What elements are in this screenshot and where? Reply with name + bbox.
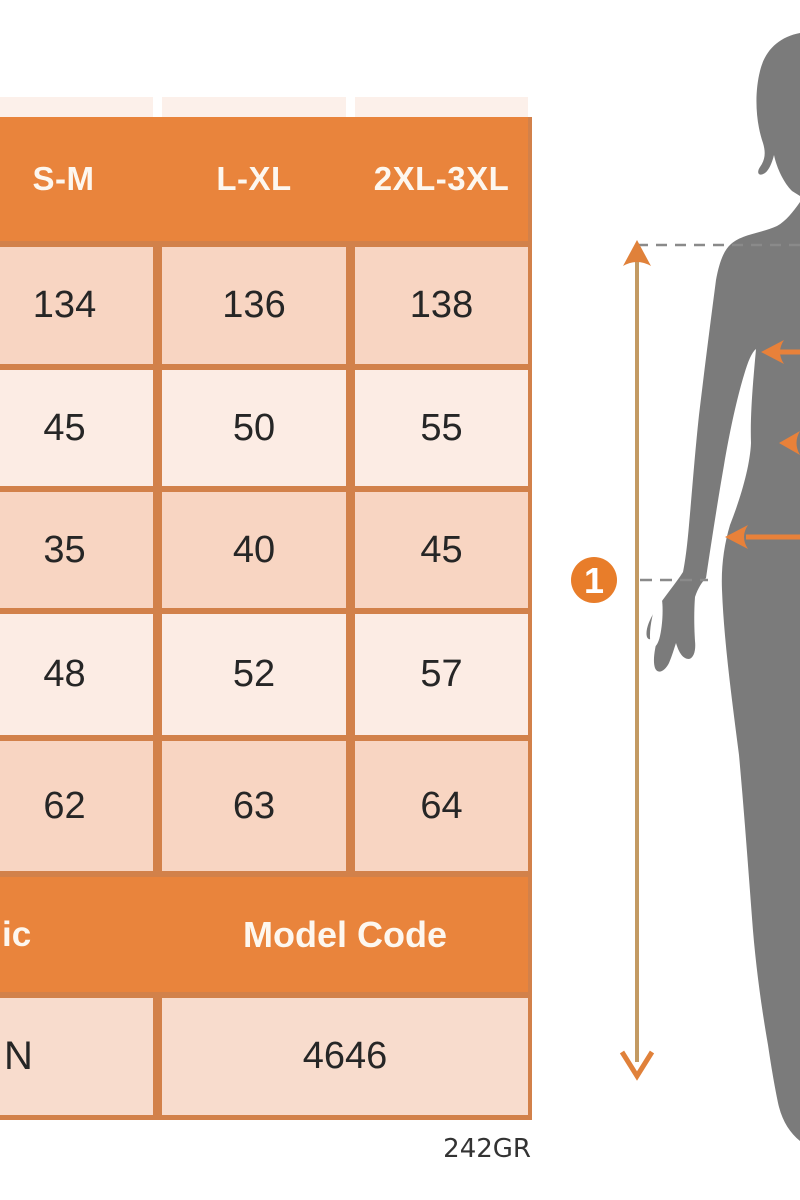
size-header-lxl: L-XL [216,160,292,197]
height-measure-arrow [619,240,655,1081]
table-cell: 62 [0,741,153,871]
table-cell: 48 [0,614,153,735]
size-chart-table: S-M L-XL 2XL-3XL 134 136 138 45 50 55 35… [0,117,532,1120]
silhouette-hair [756,33,800,196]
product-code-text: 242GR [443,1134,531,1164]
table-cell: 57 [355,614,528,735]
table-cell: 134 [0,247,153,364]
size-header-sm: S-M [32,160,95,197]
female-silhouette [646,33,800,1141]
table-cell: 35 [0,492,153,608]
fabric-modelcode-header-row: ic Model Code [0,877,528,992]
table-cell: 50 [162,370,346,486]
model-code-header: Model Code [243,913,447,955]
table-cell: 138 [355,247,528,364]
fabric-value-partial: N [0,998,153,1115]
table-cell: 64 [355,741,528,871]
table-cell: 55 [355,370,528,486]
table-cell: 52 [162,614,346,735]
table-cell: 40 [162,492,346,608]
silhouette-body [646,202,800,1141]
measure-point-1-label: 1 [584,560,604,601]
table-cell: 45 [0,370,153,486]
measure-point-1-badge: 1 [571,557,617,603]
remnant-segment [355,97,528,117]
bust-arrow [761,340,800,364]
table-cell: 45 [355,492,528,608]
hip-arrow [725,525,800,549]
fabric-header-partial: ic [2,914,32,954]
table-cell: 136 [162,247,346,364]
table-cell: 63 [162,741,346,871]
waist-arrow [779,431,800,455]
hand-gap [649,599,663,647]
size-header-row: S-M L-XL 2XL-3XL [0,117,528,241]
model-code-value: 4646 [162,998,528,1115]
size-header-2xl3xl: 2XL-3XL [373,160,510,197]
cropped-row-remnant [0,97,532,117]
remnant-segment [162,97,346,117]
remnant-segment [0,97,153,117]
